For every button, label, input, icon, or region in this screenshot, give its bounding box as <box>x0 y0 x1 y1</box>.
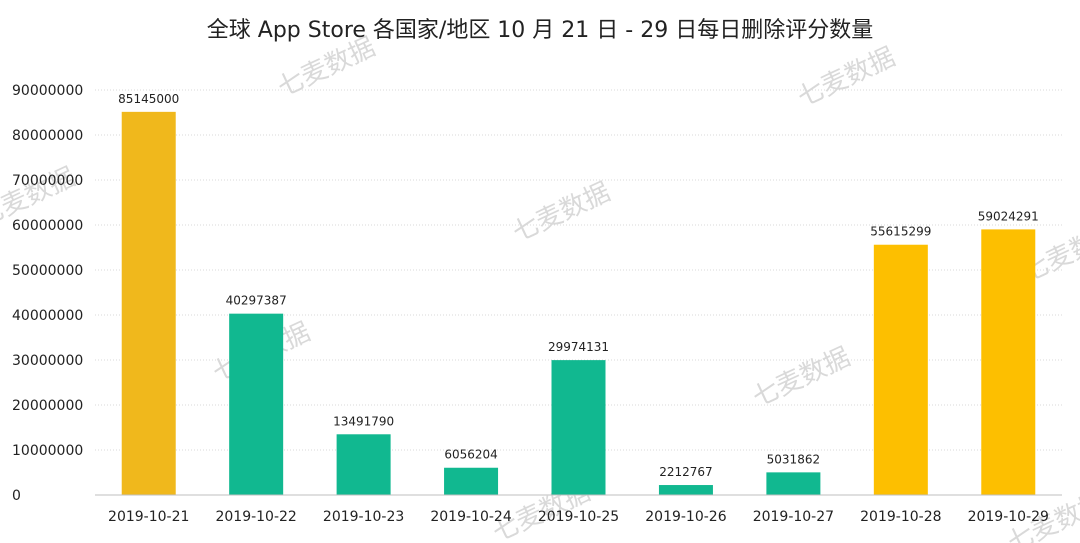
bar-2019-10-29 <box>981 229 1036 495</box>
data-label: 40297387 <box>226 294 287 308</box>
data-label: 85145000 <box>118 92 179 106</box>
data-label: 29974131 <box>548 340 609 354</box>
y-tick-label: 90000000 <box>12 83 83 99</box>
y-tick-label: 30000000 <box>12 353 83 369</box>
x-tick-label: 2019-10-24 <box>430 509 511 525</box>
watermark-text: 七麦数据 <box>273 32 380 103</box>
x-tick-label: 2019-10-27 <box>753 509 834 525</box>
bar-2019-10-24 <box>444 467 499 495</box>
x-tick-label: 2019-10-29 <box>968 509 1049 525</box>
chart-title: 全球 App Store 各国家/地区 10 月 21 日 - 29 日每日删除… <box>206 18 874 43</box>
bars: 85145000 40297387 13491790 6056204 29974131 2… <box>118 92 1039 495</box>
bar-2019-10-28 <box>873 244 928 495</box>
y-tick-label: 40000000 <box>12 308 83 324</box>
data-label: 59024291 <box>978 209 1039 223</box>
y-tick-label: 80000000 <box>12 128 83 144</box>
x-axis: 2019-10-21 2019-10-22 2019-10-23 2019-10-24… <box>95 494 1062 525</box>
data-label: 2212767 <box>659 465 712 479</box>
y-tick-label: 10000000 <box>12 443 83 459</box>
bar-2019-10-21 <box>121 111 176 495</box>
y-tick-label: 60000000 <box>12 218 83 234</box>
bar-2019-10-22 <box>229 313 284 495</box>
x-tick-label: 2019-10-21 <box>108 509 189 525</box>
watermark-text: 七麦数据 <box>508 177 615 248</box>
x-tick-label: 2019-10-22 <box>215 509 296 525</box>
bar-2019-10-27 <box>766 472 821 495</box>
y-axis: 0 10000000 20000000 30000000 40000000 5000000… <box>12 83 83 504</box>
x-tick-label: 2019-10-28 <box>860 509 941 525</box>
bar-2019-10-26 <box>658 485 713 495</box>
y-tick-label: 0 <box>12 488 21 504</box>
x-tick-label: 2019-10-26 <box>645 509 726 525</box>
bar-2019-10-25 <box>551 360 606 495</box>
data-label: 5031862 <box>767 452 820 466</box>
x-tick-label: 2019-10-25 <box>538 509 619 525</box>
data-label: 13491790 <box>333 414 394 428</box>
watermark-text: 七麦数据 <box>748 342 855 413</box>
data-label: 55615299 <box>870 225 931 239</box>
watermark-text: 七麦数据 <box>793 42 900 113</box>
bar-2019-10-23 <box>336 434 391 495</box>
y-tick-label: 70000000 <box>12 173 83 189</box>
data-label: 6056204 <box>444 448 497 462</box>
y-tick-label: 20000000 <box>12 398 83 414</box>
x-tick-label: 2019-10-23 <box>323 509 404 525</box>
y-tick-label: 50000000 <box>12 263 83 279</box>
